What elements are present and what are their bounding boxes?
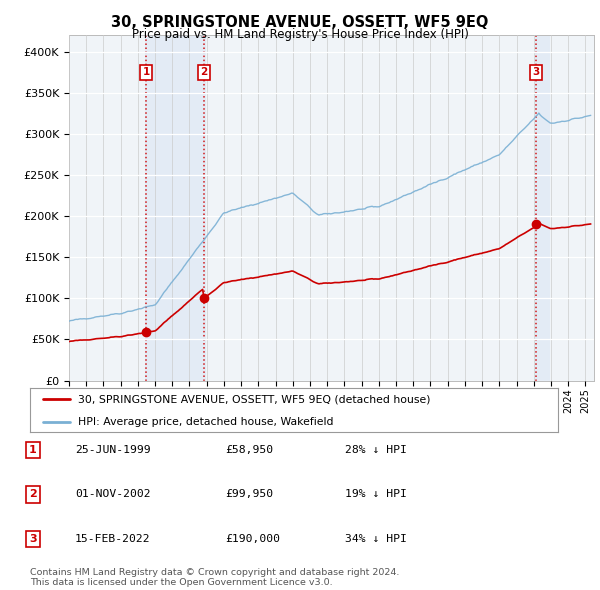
Text: 30, SPRINGSTONE AVENUE, OSSETT, WF5 9EQ (detached house): 30, SPRINGSTONE AVENUE, OSSETT, WF5 9EQ … bbox=[77, 394, 430, 404]
Text: 25-JUN-1999: 25-JUN-1999 bbox=[75, 445, 151, 455]
Bar bbox=[535, 35, 550, 381]
Text: 2: 2 bbox=[200, 67, 208, 77]
Text: 3: 3 bbox=[532, 67, 539, 77]
Text: Contains HM Land Registry data © Crown copyright and database right 2024.
This d: Contains HM Land Registry data © Crown c… bbox=[30, 568, 400, 587]
Text: 1: 1 bbox=[29, 445, 37, 455]
Text: £190,000: £190,000 bbox=[225, 534, 280, 543]
Text: £99,950: £99,950 bbox=[225, 490, 273, 499]
Bar bbox=[145, 35, 206, 381]
Text: 34% ↓ HPI: 34% ↓ HPI bbox=[345, 534, 407, 543]
Text: 1: 1 bbox=[142, 67, 150, 77]
Text: 01-NOV-2002: 01-NOV-2002 bbox=[75, 490, 151, 499]
Text: 15-FEB-2022: 15-FEB-2022 bbox=[75, 534, 151, 543]
Text: 2: 2 bbox=[29, 490, 37, 499]
Text: 28% ↓ HPI: 28% ↓ HPI bbox=[345, 445, 407, 455]
Text: 3: 3 bbox=[29, 534, 37, 543]
Text: 19% ↓ HPI: 19% ↓ HPI bbox=[345, 490, 407, 499]
Text: £58,950: £58,950 bbox=[225, 445, 273, 455]
Text: Price paid vs. HM Land Registry's House Price Index (HPI): Price paid vs. HM Land Registry's House … bbox=[131, 28, 469, 41]
Text: HPI: Average price, detached house, Wakefield: HPI: Average price, detached house, Wake… bbox=[77, 417, 333, 427]
Text: 30, SPRINGSTONE AVENUE, OSSETT, WF5 9EQ: 30, SPRINGSTONE AVENUE, OSSETT, WF5 9EQ bbox=[112, 15, 488, 30]
